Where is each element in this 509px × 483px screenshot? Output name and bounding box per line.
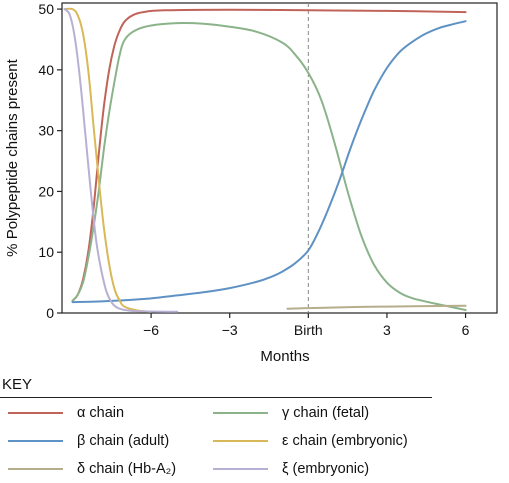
series-line-delta	[286, 304, 467, 310]
y-tick-label: 30	[38, 123, 54, 139]
key-label-xi: ξ (embryonic)	[282, 461, 370, 477]
series-line-alpha	[71, 8, 467, 302]
x-tick-label: −6	[143, 322, 159, 338]
key-swatch-alpha	[8, 412, 63, 414]
key-item-delta: δ chain (Hb-A₂)	[8, 460, 176, 478]
key-swatch-epsilon	[213, 440, 268, 442]
chart-key: KEY α chain γ chain (fetal) β chain (adu…	[0, 376, 509, 483]
key-title: KEY	[2, 376, 33, 393]
key-item-beta: β chain (adult)	[8, 432, 169, 450]
y-tick-label: 10	[38, 244, 54, 260]
key-divider	[0, 397, 432, 398]
key-label-delta: δ chain (Hb-A₂)	[77, 461, 177, 477]
chart-series	[63, 7, 467, 313]
key-label-epsilon: ε chain (embryonic)	[282, 433, 408, 449]
x-axis-title: Months	[260, 348, 309, 365]
key-label-alpha: α chain	[77, 405, 125, 421]
x-tick-label: 3	[383, 322, 391, 338]
key-item-alpha: α chain	[8, 404, 124, 422]
plot-frame	[61, 2, 498, 314]
y-tick-label: 0	[46, 305, 54, 321]
y-tick-label: 40	[38, 62, 54, 78]
hemoglobin-chain-chart: 0 10 20 30 40 50 −6 −3 Birth 3 6 % Polypeptide ch…	[4, 1, 498, 365]
x-tick-label: 6	[462, 322, 470, 338]
series-line-xi	[63, 8, 179, 313]
y-axis-title: % Polypeptide chains present	[4, 58, 21, 256]
x-tick-label: Birth	[294, 322, 323, 338]
key-swatch-delta	[8, 468, 63, 470]
key-swatch-beta	[8, 440, 63, 442]
key-swatch-xi	[213, 468, 268, 470]
y-tick-label: 50	[38, 1, 54, 17]
key-label-gamma: γ chain (fetal)	[282, 405, 370, 421]
x-axis-ticks: −6 −3 Birth 3 6	[143, 313, 470, 338]
key-item-gamma: γ chain (fetal)	[213, 404, 369, 422]
series-line-beta	[71, 20, 467, 304]
series-line-epsilon	[63, 7, 153, 313]
x-tick-label: −3	[222, 322, 238, 338]
key-swatch-gamma	[213, 412, 268, 414]
series-line-gamma	[71, 21, 467, 311]
y-axis-ticks: 0 10 20 30 40 50	[38, 1, 62, 321]
key-item-epsilon: ε chain (embryonic)	[213, 432, 408, 450]
y-tick-label: 20	[38, 183, 54, 199]
key-label-beta: β chain (adult)	[77, 433, 170, 449]
key-item-xi: ξ (embryonic)	[213, 460, 369, 478]
